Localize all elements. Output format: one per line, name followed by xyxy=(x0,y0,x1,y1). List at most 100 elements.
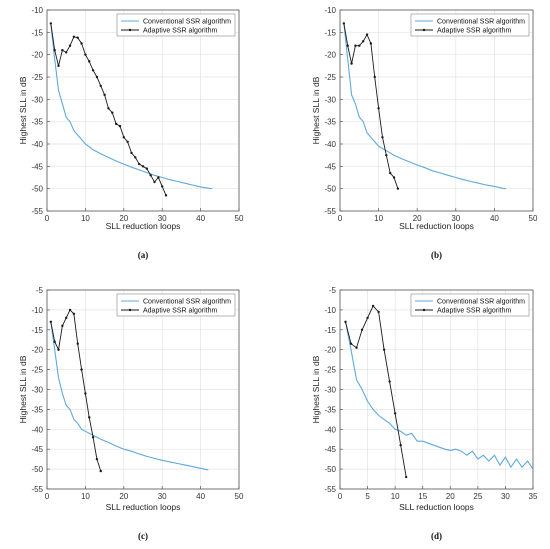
x-tick-label: 10 xyxy=(374,214,383,223)
adaptive-data-point xyxy=(388,380,391,383)
x-tick-label: 10 xyxy=(81,214,90,223)
y-tick-label: -40 xyxy=(31,140,43,149)
legend: Conventional SSR algorithm Adaptive SSR a… xyxy=(116,293,236,317)
y-tick-label: -5 xyxy=(36,286,44,295)
y-tick-label: -35 xyxy=(31,118,43,127)
x-tick-label: 25 xyxy=(473,492,482,501)
x-axis-label: SLL reduction loops xyxy=(106,502,181,512)
panel-caption: (c) xyxy=(138,531,148,541)
adaptive-data-point xyxy=(161,185,164,188)
adaptive-data-point xyxy=(53,49,56,52)
plot-area xyxy=(47,10,239,211)
y-tick-label: -20 xyxy=(324,51,336,60)
x-tick-label: 50 xyxy=(529,214,538,223)
adaptive-data-point xyxy=(366,316,369,320)
y-tick-label: -45 xyxy=(324,445,336,454)
y-tick-label: -45 xyxy=(324,162,336,171)
x-tick-label: 30 xyxy=(501,492,510,501)
panel-caption: (d) xyxy=(431,531,442,541)
adaptive-data-point xyxy=(118,124,122,128)
adaptive-data-point xyxy=(342,22,346,25)
y-tick-label: -55 xyxy=(31,207,43,216)
y-tick-label: -15 xyxy=(31,326,43,335)
chart-panel-1: 0 10 20 30 40 50 -55 -50 -45 -40 -35 -30 -25 -20 -15 -1… xyxy=(18,6,244,260)
legend: Conventional SSR algorithm Adaptive SSR a… xyxy=(116,13,236,37)
adaptive-data-point xyxy=(103,93,106,97)
x-tick-label: 0 xyxy=(45,214,50,223)
y-tick-label: -15 xyxy=(324,28,336,37)
y-tick-label: -55 xyxy=(324,207,336,216)
adaptive-data-point xyxy=(107,107,110,110)
y-tick-label: -20 xyxy=(31,51,43,60)
adaptive-data-point xyxy=(122,136,126,139)
y-tick-label: -15 xyxy=(324,326,336,335)
axes-frame xyxy=(339,9,534,212)
legend-adaptive-marker xyxy=(422,308,426,312)
adaptive-data-point xyxy=(358,44,361,47)
y-tick-label: -25 xyxy=(324,366,336,375)
chart-panel-2: 0 10 20 30 40 50 -55 -50 -45 -40 -35 -30 -25 -20 -15 -1… xyxy=(311,6,538,260)
legend-conventional-label: Conventional SSR algorithm xyxy=(143,19,231,26)
adaptive-data-point xyxy=(80,42,83,45)
x-tick-label: 0 xyxy=(338,214,343,223)
adaptive-data-point xyxy=(164,194,168,197)
adaptive-data-point xyxy=(99,469,102,473)
adaptive-data-point xyxy=(385,153,388,157)
y-tick-label: -10 xyxy=(324,306,336,315)
adaptive-data-point xyxy=(373,75,376,79)
adaptive-data-point xyxy=(360,328,364,331)
adaptive-data-point xyxy=(361,40,365,43)
adaptive-data-point xyxy=(355,346,358,349)
adaptive-data-point xyxy=(49,22,53,25)
adaptive-data-point xyxy=(72,312,76,316)
adaptive-data-point xyxy=(65,316,68,320)
x-tick-label: 20 xyxy=(413,214,422,223)
x-tick-label: 40 xyxy=(196,492,205,501)
x-tick-label: 20 xyxy=(119,492,128,501)
adaptive-data-point xyxy=(91,69,95,72)
adaptive-data-point xyxy=(399,444,402,447)
y-tick-label: -35 xyxy=(324,405,336,414)
x-tick-label: 30 xyxy=(451,214,460,223)
legend-box xyxy=(116,13,236,37)
adaptive-data-point xyxy=(68,308,72,312)
y-tick-label: -40 xyxy=(324,425,336,434)
y-tick-label: -5 xyxy=(329,286,337,295)
adaptive-data-point xyxy=(344,320,347,324)
x-tick-label: 20 xyxy=(446,492,455,501)
y-tick-label: -20 xyxy=(324,346,336,355)
y-tick-label: -15 xyxy=(31,28,43,37)
adaptive-data-point xyxy=(404,475,408,479)
adaptive-data-point xyxy=(61,324,64,328)
legend-conventional-label: Conventional SSR algorithm xyxy=(437,19,525,26)
adaptive-data-point xyxy=(371,304,375,308)
legend-box xyxy=(116,293,236,317)
x-axis-label: SLL reduction loops xyxy=(399,502,474,512)
x-axis-label: SLL reduction loops xyxy=(106,221,181,231)
adaptive-data-point xyxy=(349,342,353,345)
adaptive-data-point xyxy=(91,436,95,439)
legend-adaptive-label: Adaptive SSR algorithm xyxy=(143,28,217,35)
y-tick-label: -40 xyxy=(324,140,336,149)
adaptive-data-point xyxy=(65,51,68,54)
series-conventional-line xyxy=(50,321,209,471)
adaptive-data-point xyxy=(57,64,60,68)
adaptive-data-point xyxy=(377,107,380,110)
adaptive-data-point xyxy=(369,42,373,45)
y-tick-label: -35 xyxy=(31,405,43,414)
y-tick-label: -45 xyxy=(31,445,43,454)
y-tick-label: -10 xyxy=(31,6,43,15)
legend-adaptive-label: Adaptive SSR algorithm xyxy=(143,308,217,315)
legend-adaptive-label: Adaptive SSR algorithm xyxy=(437,308,511,315)
series-conventional-line xyxy=(343,23,507,190)
y-tick-label: -55 xyxy=(31,485,43,494)
axes-frame xyxy=(46,9,240,212)
adaptive-data-point xyxy=(88,416,91,419)
adaptive-data-point xyxy=(80,368,83,371)
adaptive-data-point xyxy=(95,75,99,79)
adaptive-data-point xyxy=(95,457,99,461)
adaptive-data-point xyxy=(392,176,396,179)
legend-adaptive-label: Adaptive SSR algorithm xyxy=(437,28,511,35)
x-tick-label: 35 xyxy=(529,492,538,501)
